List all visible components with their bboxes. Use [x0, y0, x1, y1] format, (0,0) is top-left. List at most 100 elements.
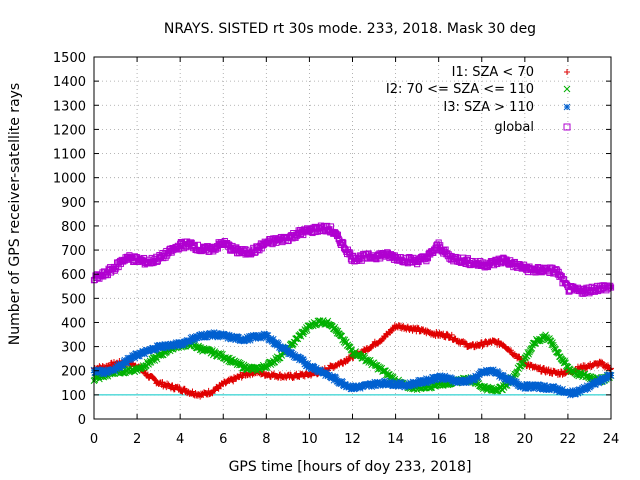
point-square	[339, 238, 346, 246]
point-star	[209, 333, 216, 340]
x-tick-label: 22	[560, 432, 577, 447]
point-star	[520, 382, 528, 390]
y-tick-label: 600	[61, 268, 86, 283]
chart-title: NRAYS. SISTED rt 30s mode. 233, 2018. Ma…	[164, 21, 536, 37]
point-plus	[564, 69, 570, 75]
legend: I1: SZA < 70 I2: 70 <= SZA <= 110 I3: SZ…	[386, 65, 571, 135]
y-tick-label: 1000	[53, 172, 86, 187]
point-star	[448, 375, 456, 382]
legend-label-i1: I1: SZA < 70	[452, 65, 534, 80]
point-star	[507, 379, 515, 387]
point-star	[541, 382, 549, 389]
point-star	[437, 375, 445, 383]
x-tick-label: 20	[517, 432, 534, 447]
point-star	[100, 370, 108, 378]
point-star	[290, 353, 298, 361]
legend-label-global: global	[494, 120, 534, 135]
point-star	[527, 384, 535, 391]
x-tick-label: 6	[219, 432, 227, 447]
point-star	[295, 353, 302, 361]
point-plus	[307, 372, 314, 379]
x-tick-label: 2	[133, 432, 141, 447]
y-tick-label: 1500	[53, 51, 86, 66]
point-star	[368, 383, 376, 390]
point-star	[522, 385, 529, 392]
x-tick-label: 8	[262, 432, 270, 447]
point-star	[310, 363, 318, 371]
point-star	[410, 379, 418, 387]
point-plus	[507, 347, 514, 354]
point-star	[392, 379, 399, 387]
point-star	[372, 382, 379, 390]
point-star	[599, 375, 607, 383]
x-tick-label: 10	[301, 432, 318, 447]
y-tick-label: 300	[61, 341, 86, 356]
data-series	[90, 222, 615, 400]
point-plus	[448, 331, 455, 338]
point-star	[179, 341, 187, 349]
point-star	[332, 374, 339, 382]
point-plus	[189, 388, 196, 395]
point-star	[174, 342, 182, 350]
point-cross	[262, 364, 269, 372]
point-cross	[576, 369, 584, 377]
point-star	[136, 352, 143, 360]
y-axis-label: Number of GPS receiver-satellite rays	[7, 83, 23, 345]
point-star	[249, 332, 257, 339]
point-star	[129, 353, 137, 361]
y-tick-label: 1300	[53, 99, 86, 114]
point-cross	[536, 335, 543, 343]
point-star	[149, 344, 157, 352]
point-star	[395, 382, 403, 390]
x-axis-label: GPS time [hours of doy 233, 2018]	[229, 459, 472, 475]
point-plus	[176, 384, 183, 391]
point-square	[563, 123, 571, 131]
y-tick-label: 400	[61, 316, 86, 331]
point-cross	[333, 329, 341, 337]
point-star	[123, 359, 131, 366]
point-plus	[444, 330, 451, 337]
x-tick-label: 24	[603, 432, 620, 447]
point-star	[269, 335, 277, 343]
x-tick-label: 4	[176, 432, 184, 447]
point-star	[203, 333, 211, 341]
point-star	[525, 385, 533, 392]
point-star	[195, 334, 202, 341]
point-star	[417, 377, 425, 384]
point-star	[264, 332, 272, 339]
point-star	[530, 382, 538, 390]
x-tick-label: 18	[473, 432, 490, 447]
point-star	[423, 375, 430, 382]
point-star	[171, 342, 179, 349]
point-star	[186, 338, 194, 345]
y-tick-label: 1200	[53, 123, 86, 138]
point-star	[326, 371, 333, 379]
point-star	[282, 344, 289, 352]
point-star	[523, 380, 531, 388]
axis-ticks: 0100200300400500600700800900100011001200…	[53, 51, 619, 447]
series-2	[90, 329, 615, 399]
point-star	[574, 389, 582, 397]
legend-markers	[563, 69, 571, 131]
point-star	[569, 387, 576, 394]
point-star	[159, 344, 167, 352]
point-star	[489, 366, 497, 374]
point-plus	[215, 385, 222, 392]
series-3	[90, 222, 615, 297]
point-star	[543, 383, 551, 390]
point-star	[261, 331, 269, 338]
point-cross	[525, 350, 533, 358]
point-star	[223, 331, 231, 339]
y-tick-label: 800	[61, 220, 86, 235]
x-tick-label: 16	[430, 432, 447, 447]
point-star	[299, 356, 307, 364]
point-star	[115, 361, 122, 368]
y-tick-label: 1400	[53, 75, 86, 90]
point-star	[536, 381, 544, 389]
y-tick-label: 200	[61, 365, 86, 380]
point-plus	[169, 382, 176, 389]
point-star	[246, 336, 254, 344]
point-square	[111, 267, 118, 274]
y-tick-label: 700	[61, 244, 86, 259]
point-square	[334, 231, 341, 238]
